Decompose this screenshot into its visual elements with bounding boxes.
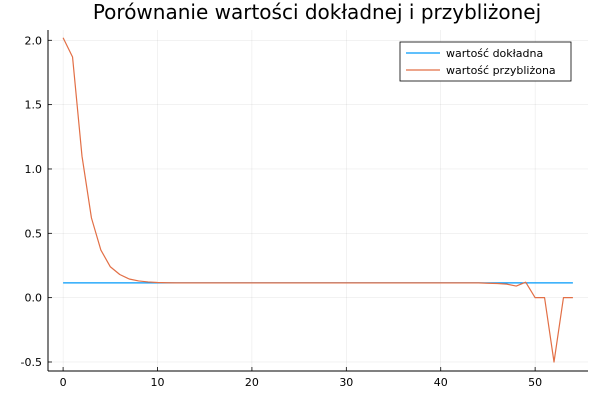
legend-label: wartość dokładna — [446, 47, 543, 60]
legend-label: wartość przybliżona — [446, 64, 556, 77]
y-tick-label: 0.5 — [25, 227, 43, 240]
x-tick-label: 20 — [245, 376, 259, 389]
grid — [48, 30, 588, 371]
y-tick-label: 2.0 — [25, 34, 43, 47]
x-tick-label: 50 — [528, 376, 542, 389]
x-tick-label: 0 — [60, 376, 67, 389]
x-tick-label: 40 — [434, 376, 448, 389]
series-group — [62, 37, 573, 363]
y-tick-label: -0.5 — [21, 356, 42, 369]
y-tick-label: 1.5 — [25, 99, 43, 112]
legend-box — [399, 41, 572, 82]
chart-title: Porównanie wartości dokładnej i przybliż… — [93, 0, 541, 24]
y-tick-label: 0.0 — [25, 292, 43, 305]
y-tick-label: 1.0 — [25, 163, 43, 176]
x-tick-label: 30 — [339, 376, 353, 389]
axes: 0 10 20 30 40 50 -0.5 0.0 0.5 1.0 1.5 2.0 — [21, 30, 588, 389]
x-tick-label: 10 — [151, 376, 165, 389]
legend: wartość dokładna wartość przybliżona — [399, 41, 572, 82]
approx-value-line — [62, 37, 573, 363]
